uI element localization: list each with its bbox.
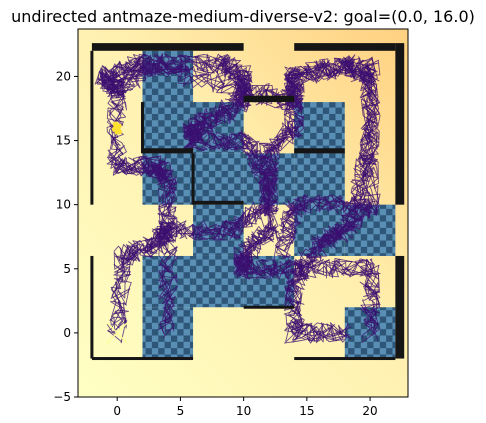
y-tick-label: −5: [53, 390, 71, 404]
maze-walls: [90, 43, 405, 361]
x-tick-label: 0: [113, 404, 121, 418]
maze-wall: [91, 357, 194, 361]
maze-wall: [395, 43, 405, 205]
start-marker: [106, 322, 128, 344]
trajectory-line: [94, 53, 381, 258]
maze-wall: [140, 102, 144, 154]
maze-floor-cell: [193, 153, 244, 205]
y-tick-label: 10: [56, 198, 71, 212]
y-tick-label: 20: [56, 69, 71, 83]
y-tick-label: 0: [63, 326, 71, 340]
maze-wall: [294, 43, 396, 51]
maze-wall: [191, 153, 195, 205]
plot-area: [78, 29, 408, 397]
y-tick-label: 15: [56, 134, 71, 148]
markers: [106, 121, 128, 344]
maze-floor-cell: [294, 102, 345, 154]
goal-marker: [113, 123, 119, 129]
maze-wall: [294, 148, 345, 154]
axes-frame: [77, 28, 409, 398]
goal-marker: [114, 129, 120, 135]
maze-wall: [90, 50, 94, 205]
y-tick-label: 5: [63, 262, 71, 276]
maze-wall: [91, 43, 244, 51]
y-axis-ticks: −5 0 5 10 15 20: [53, 69, 78, 404]
x-tick-label: 5: [177, 404, 185, 418]
trajectory-line: [106, 54, 381, 344]
trajectory-line: [100, 54, 381, 251]
chart-title: undirected antmaze-medium-diverse-v2: go…: [11, 7, 475, 26]
trajectories: [94, 53, 381, 344]
maze-wall: [90, 255, 94, 359]
x-tick-label: 15: [299, 404, 314, 418]
maze-wall: [142, 148, 194, 154]
maze-wall: [395, 255, 405, 359]
x-tick-label: 20: [362, 404, 377, 418]
maze-wall: [243, 305, 295, 309]
maze-wall: [193, 200, 244, 205]
maze-wall: [243, 95, 295, 103]
x-tick-label: 10: [236, 404, 251, 418]
trajectory-line: [158, 58, 380, 342]
maze-wall: [294, 357, 396, 361]
x-axis-ticks: 0 5 10 15 20: [113, 397, 378, 418]
maze-floor-cell: [344, 307, 396, 359]
